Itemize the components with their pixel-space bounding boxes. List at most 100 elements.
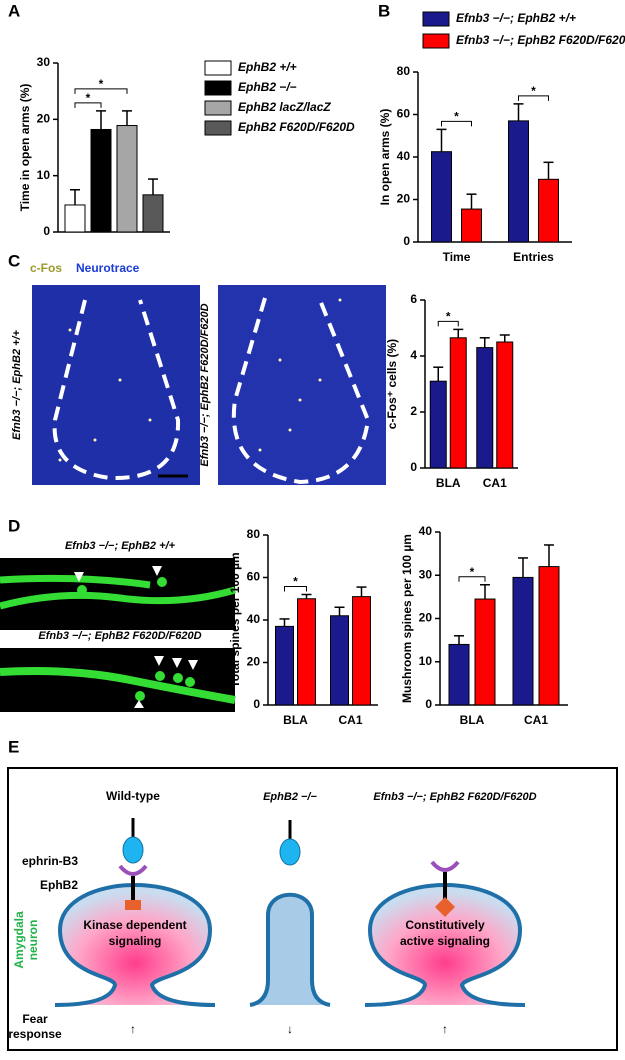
y-tick-label: 20: [247, 655, 261, 669]
legend-label: Efnb3 −/−; EphB2 F620D/F620D: [456, 33, 625, 47]
legend-label: EphB2 −/−: [238, 80, 297, 94]
error-bar: [433, 366, 444, 382]
column-title: Efnb3 −/−; EphB2 F620D/F620D: [373, 791, 536, 803]
bar: [512, 576, 534, 706]
x-tick-label: Entries: [513, 250, 554, 264]
legend-label: EphB2 lacZ/lacZ: [238, 100, 331, 114]
error-bar: [466, 193, 477, 210]
legend-swatch: [422, 11, 450, 27]
y-tick-label: 30: [37, 55, 51, 69]
y-axis-label: Total spines per 100 µm: [228, 552, 242, 687]
y-axis-label: Mushroom spines per 100 µm: [400, 534, 414, 703]
error-bar: [513, 103, 524, 121]
x-tick-label: BLA: [283, 713, 308, 727]
signaling-label: Kinase dependent: [83, 918, 186, 932]
bar: [496, 341, 514, 469]
error-bar: [122, 110, 132, 126]
y-axis-label: Time in open arms (%): [18, 84, 32, 212]
significance-bracket: [458, 576, 486, 582]
y-tick-label: 6: [410, 292, 417, 306]
y-tick-label: 40: [419, 524, 433, 538]
x-tick-label: BLA: [436, 476, 461, 490]
significance-label: *: [86, 91, 91, 105]
error-bar: [480, 584, 490, 600]
panel-label: B: [378, 1, 390, 20]
y-tick-label: 0: [403, 234, 410, 248]
panel-label: C: [8, 251, 20, 270]
error-bar: [499, 334, 510, 342]
x-tick-label: Time: [443, 250, 471, 264]
error-bar: [334, 606, 345, 616]
micrograph: [218, 285, 386, 485]
y-tick-label: 10: [37, 168, 51, 182]
significance-label: *: [454, 110, 459, 124]
outcome-arrow: ↑: [130, 1022, 136, 1036]
y-tick-label: 30: [419, 567, 433, 581]
bar: [352, 596, 371, 706]
bar: [448, 643, 470, 706]
significance-bracket: [441, 120, 472, 127]
x-tick-label: CA1: [338, 713, 362, 727]
receptor-label: EphB2: [40, 878, 78, 892]
error-bar: [453, 328, 464, 338]
x-tick-label: CA1: [524, 713, 548, 727]
y-axis-label: In open arms (%): [378, 109, 392, 206]
legend-swatch: [204, 120, 232, 136]
genotype-label: Efnb3 −/−; EphB2 +/+: [11, 329, 23, 440]
bar: [538, 178, 559, 243]
bar: [429, 380, 447, 469]
panel-label: A: [8, 1, 20, 20]
signaling-label: Constitutively: [405, 918, 485, 932]
error-bar: [356, 586, 367, 597]
error-bar: [518, 557, 528, 578]
bar: [275, 625, 294, 706]
bar: [330, 615, 349, 706]
significance-label: *: [446, 310, 451, 324]
genotype-label: Efnb3 −/−; EphB2 +/+: [65, 540, 176, 552]
stain-label: c-Fos: [30, 261, 62, 275]
bar: [431, 151, 452, 243]
y-tick-label: 40: [397, 149, 411, 163]
bar: [116, 125, 138, 233]
column-title: Wild-type: [106, 789, 160, 803]
y-axis-label: c-Fos⁺ cells (%): [385, 339, 399, 429]
error-bar: [96, 110, 106, 130]
error-bar: [148, 178, 158, 195]
outcome-label: Fear: [22, 1012, 48, 1026]
significance-label: *: [531, 84, 536, 98]
bar: [538, 566, 560, 706]
panel-label: E: [8, 737, 19, 756]
column-title: EphB2 −/−: [263, 791, 317, 803]
y-tick-label: 20: [397, 192, 411, 206]
signaling-label: signaling: [109, 934, 162, 948]
y-tick-label: 60: [397, 107, 411, 121]
y-tick-label: 0: [410, 460, 417, 474]
genotype-label: Efnb3 −/−; EphB2 F620D/F620D: [38, 630, 201, 642]
significance-bracket: [74, 102, 102, 108]
y-tick-label: 4: [410, 348, 417, 362]
micrograph: [32, 285, 200, 485]
outcome-label: response: [8, 1027, 62, 1041]
significance-bracket: [437, 320, 459, 327]
bar: [474, 598, 496, 706]
cell-label: neuron: [26, 920, 40, 961]
diagram: [7, 767, 618, 1051]
genotype-label: Efnb3 −/−; EphB2 F620D/F620D: [199, 303, 211, 466]
legend-label: EphB2 F620D/F620D: [238, 120, 355, 134]
signaling-label: active signaling: [400, 934, 490, 948]
y-tick-label: 80: [397, 64, 411, 78]
legend-swatch: [204, 60, 232, 76]
significance-bracket: [284, 586, 307, 592]
error-bar: [279, 618, 290, 627]
bar: [449, 337, 467, 469]
y-tick-label: 20: [37, 112, 51, 126]
bar: [64, 204, 86, 233]
y-tick-label: 0: [43, 224, 50, 238]
bar: [508, 120, 529, 243]
bar: [142, 194, 164, 233]
bar: [461, 208, 482, 243]
significance-label: *: [470, 565, 475, 579]
error-bar: [301, 593, 312, 599]
legend-swatch: [204, 100, 232, 116]
